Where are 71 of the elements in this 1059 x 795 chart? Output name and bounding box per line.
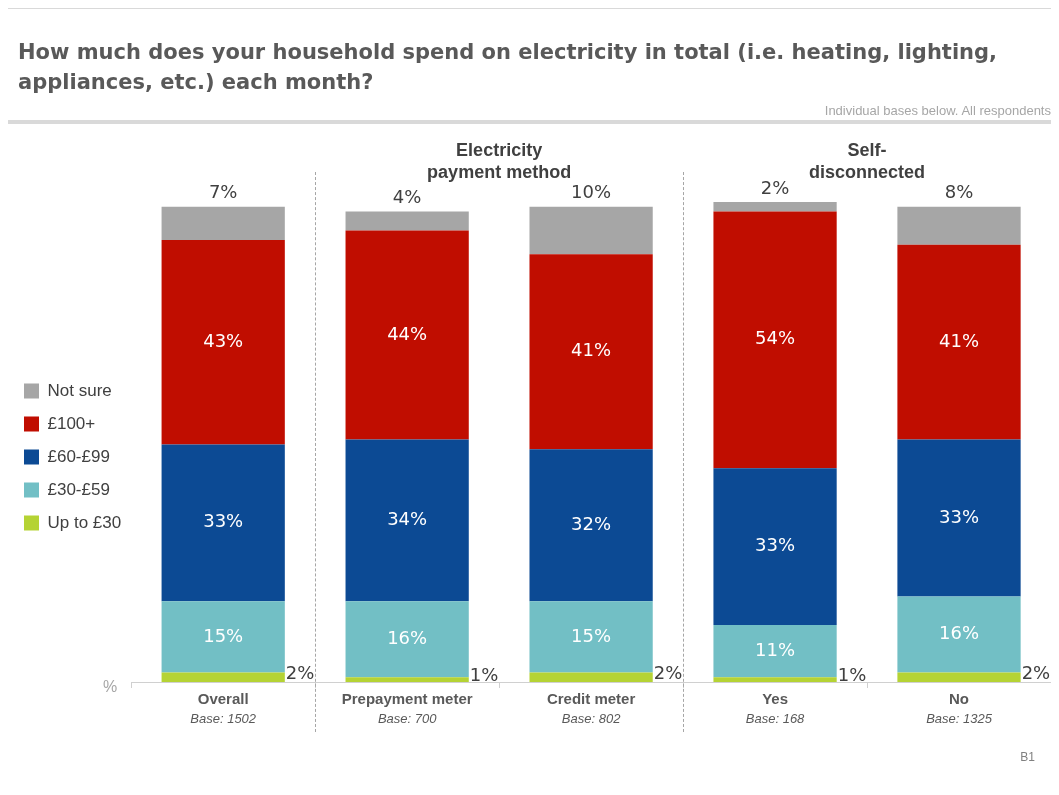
data-label: 2% — [1021, 661, 1051, 683]
text: Electricity payment method — [427, 140, 572, 182]
bar — [897, 206, 1021, 245]
text: Base: 1502 — [190, 711, 257, 727]
data-label: 16% — [387, 626, 428, 648]
bar — [529, 206, 653, 255]
bar — [897, 244, 1021, 440]
x-tick-label: Prepayment meter — [341, 690, 473, 708]
x-tick-label: No — [949, 690, 970, 708]
data-label: 16% — [939, 622, 980, 644]
bar — [345, 230, 469, 440]
data-label: 7% — [208, 181, 238, 203]
data-label: 1% — [469, 664, 499, 686]
bar — [161, 672, 285, 682]
bar — [161, 601, 285, 673]
bar — [345, 211, 469, 231]
data-label: 44% — [387, 322, 428, 344]
data-label: 2% — [760, 176, 790, 198]
data-label: 2% — [285, 661, 315, 683]
text: Base: 700 — [377, 711, 438, 727]
bar — [713, 468, 837, 625]
bar — [345, 601, 469, 678]
text: B1 — [1020, 750, 1036, 765]
bar — [897, 439, 1021, 597]
legend-label: Not sure — [47, 380, 112, 400]
text: Base: 1325 — [926, 711, 993, 727]
data-label: 32% — [571, 512, 612, 534]
bar — [897, 672, 1021, 682]
text: Self-disconnected — [809, 140, 926, 182]
bar — [345, 677, 469, 682]
bar — [713, 211, 837, 469]
data-label: 33% — [755, 534, 796, 556]
data-label: 10% — [571, 181, 612, 203]
text: Base: 168 — [745, 711, 806, 727]
bar — [529, 601, 653, 673]
legend-label: £60-£99 — [47, 446, 110, 466]
data-label: 2% — [653, 661, 683, 683]
data-label: 33% — [939, 505, 980, 527]
data-label: 41% — [571, 339, 612, 361]
bar — [529, 449, 653, 602]
chart-subtitle: Individual bases below. All respondents — [823, 103, 1051, 118]
y-axis-title: % — [102, 678, 118, 696]
bar — [713, 202, 837, 212]
bar — [529, 672, 653, 682]
data-label: 15% — [571, 624, 612, 646]
bar — [161, 206, 285, 241]
text: Base: 802 — [561, 711, 622, 727]
x-tick-label: Credit meter — [546, 690, 636, 708]
data-label: 41% — [939, 329, 980, 351]
data-label: 54% — [755, 327, 796, 349]
bar — [529, 254, 653, 450]
data-label: 11% — [755, 638, 796, 660]
bar — [897, 596, 1021, 673]
data-label: 33% — [203, 510, 244, 532]
data-label: 4% — [392, 186, 422, 208]
x-tick-label: Overall — [197, 690, 249, 708]
legend-label: £30-£59 — [47, 479, 110, 499]
legend-label: £100+ — [47, 413, 96, 433]
bar — [713, 677, 837, 682]
legend-label: Up to £30 — [47, 512, 122, 532]
data-label: 34% — [387, 508, 428, 530]
bar — [713, 624, 837, 678]
x-tick-label: Yes — [762, 690, 788, 708]
data-label: 1% — [837, 664, 867, 686]
bar — [161, 240, 285, 445]
bar — [345, 439, 469, 602]
data-label: 8% — [944, 181, 974, 203]
chart-title: How much does your household spend on electricity in total (i.e. heating, lighting, appliances, etc.) each month? — [18, 39, 999, 96]
data-label: 15% — [203, 624, 244, 646]
data-label: 43% — [203, 329, 244, 351]
bar — [161, 444, 285, 602]
